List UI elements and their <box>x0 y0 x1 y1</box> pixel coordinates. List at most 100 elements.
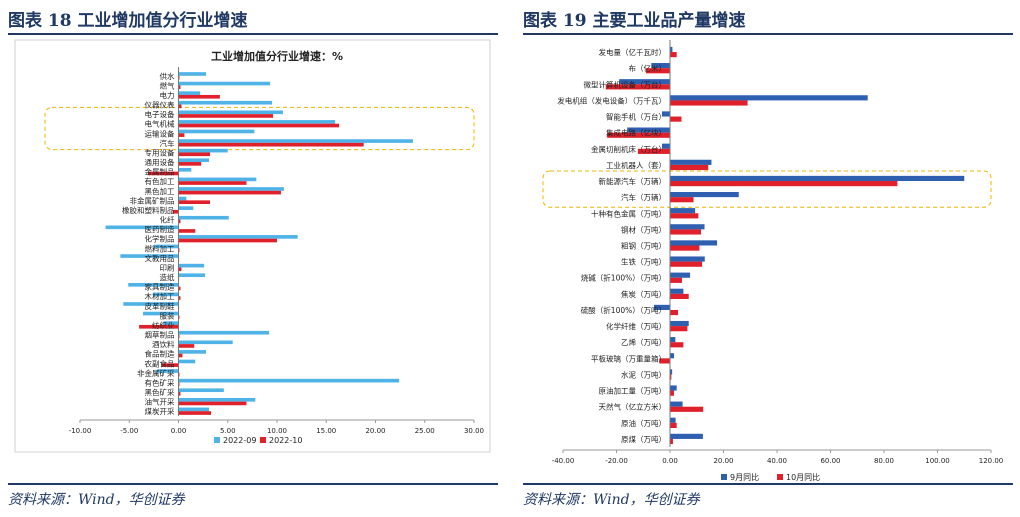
bar-b <box>670 342 684 348</box>
x-tick-label: -5.00 <box>120 427 138 435</box>
category-label: 造纸 <box>160 272 175 282</box>
highlight-box <box>542 170 992 208</box>
category-label: 金属制品 <box>145 167 175 177</box>
bar-a <box>670 224 705 230</box>
x-tick-label: 15.00 <box>316 427 336 435</box>
bar-b <box>670 213 699 219</box>
bar-a <box>670 337 676 343</box>
category-label: 黑色矿采 <box>145 387 175 397</box>
bar-a <box>670 320 689 327</box>
bar-a <box>670 95 868 101</box>
bar-a <box>670 191 739 198</box>
bar-a <box>156 369 179 373</box>
category-label: 燃料加工 <box>145 243 175 253</box>
category-label: 电气机械 <box>145 119 175 129</box>
bar-b <box>670 309 679 316</box>
bar-b <box>178 123 340 128</box>
bar-b <box>178 94 220 99</box>
bar-a <box>670 385 677 391</box>
bar-b <box>670 261 703 267</box>
bar-b <box>178 238 277 243</box>
legend-swatch <box>721 474 727 480</box>
left-source-rule <box>8 483 498 485</box>
bar-b <box>607 132 670 138</box>
category-label: 生铁（万吨） <box>621 257 666 267</box>
category-label: 有色加工 <box>145 176 175 186</box>
bar-a <box>178 340 233 345</box>
bar-a <box>178 206 194 210</box>
bar-b <box>178 401 247 406</box>
bar-a <box>178 177 257 182</box>
bar-b <box>178 114 274 118</box>
bar-a <box>670 256 705 262</box>
x-tick-label: 20.00 <box>713 457 733 465</box>
bar-a <box>105 225 179 230</box>
bar-a <box>670 417 676 423</box>
legend-label: 2022-10 <box>269 436 302 445</box>
bar-a <box>661 111 670 117</box>
bar-a <box>178 72 207 76</box>
right-source-rule <box>523 483 1013 485</box>
category-label: 新能源汽车（万辆） <box>599 176 667 186</box>
left-source-note: 资料来源：Wind，华创证券 <box>8 492 185 508</box>
legend-swatch <box>260 437 266 443</box>
bar-a <box>670 288 684 294</box>
bar-a <box>178 350 207 354</box>
bar-a <box>152 292 179 297</box>
bar-a <box>651 63 670 69</box>
bar-b <box>178 286 181 291</box>
bar-b <box>178 200 211 205</box>
bar-b <box>670 52 677 58</box>
category-label: 十种有色金属（万吨） <box>591 208 666 218</box>
bar-a <box>670 159 712 165</box>
x-tick-label: 60.00 <box>820 457 840 465</box>
category-label: 乙烯（万吨） <box>621 337 666 347</box>
category-label: 黑色加工 <box>145 186 175 196</box>
bar-a <box>178 81 271 86</box>
bar-b <box>670 229 702 235</box>
bar-a <box>178 378 400 383</box>
right-source-note: 资料来源：Wind，华创证券 <box>523 492 700 508</box>
highlight-box <box>44 106 475 151</box>
bar-b <box>178 392 181 396</box>
category-label: 文教用品 <box>145 253 175 263</box>
bar-b <box>178 104 182 109</box>
bar-a <box>178 330 270 335</box>
category-label: 烧碱（折100%）（万吨） <box>581 273 666 283</box>
bar-a <box>163 321 179 325</box>
bar-b <box>670 100 748 106</box>
bar-b <box>670 374 672 380</box>
bar-b <box>178 142 364 147</box>
bar-b <box>178 219 181 224</box>
bar-a <box>670 369 673 375</box>
bar-a <box>178 158 210 163</box>
bar-a <box>178 129 255 134</box>
category-label: 农副食品 <box>145 358 175 368</box>
category-label: 食品制造 <box>145 349 175 359</box>
x-tick-label: 100.00 <box>925 457 950 465</box>
x-tick-label: 80.00 <box>874 457 894 465</box>
bar-b <box>178 411 212 415</box>
bar-b <box>178 267 182 272</box>
category-label: 原煤（万吨） <box>621 434 666 444</box>
category-label: 纺织业 <box>152 320 175 330</box>
bar-b <box>178 190 281 195</box>
category-label: 布（亿米） <box>629 63 667 73</box>
legend-swatch <box>214 437 220 443</box>
bar-b <box>670 277 683 283</box>
bar-b <box>147 171 179 176</box>
category-label: 仪器仪表 <box>145 100 175 110</box>
bar-b <box>670 164 709 171</box>
bar-b <box>670 438 673 445</box>
bar-b <box>605 84 670 90</box>
category-label: 水泥（万吨） <box>621 369 666 379</box>
bar-b <box>178 353 183 358</box>
bar-a <box>178 167 192 172</box>
x-tick-label: -20.00 <box>605 457 628 465</box>
bar-a <box>178 263 205 268</box>
bar-b <box>670 181 898 187</box>
left-chart: 工业增加值分行业增速：% 供水燃气电力仪器仪表电子设备电气机械运输设备汽车专用设备… <box>14 39 491 453</box>
category-label: 焦炭（万吨） <box>621 289 666 299</box>
category-label: 煤炭开采 <box>145 406 175 416</box>
bar-a <box>123 302 179 306</box>
